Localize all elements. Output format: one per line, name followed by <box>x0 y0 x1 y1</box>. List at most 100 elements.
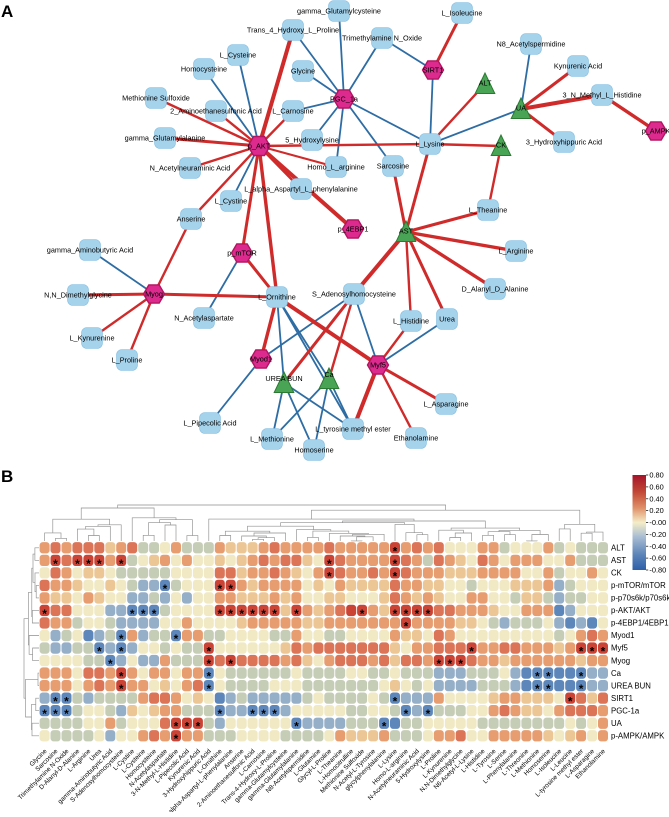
svg-text:*: * <box>579 645 584 659</box>
svg-text:A: A <box>1 2 13 21</box>
svg-text:*: * <box>152 607 157 621</box>
svg-text:L_Cystine: L_Cystine <box>215 197 247 206</box>
svg-text:*: * <box>206 657 211 671</box>
svg-text:*: * <box>53 695 58 709</box>
svg-text:L_Cysteine: L_Cysteine <box>220 51 257 60</box>
svg-text:N8_Acetylspermidine: N8_Acetylspermidine <box>497 40 566 49</box>
svg-text:*: * <box>535 682 540 696</box>
svg-text:p-mTOR/mTOR: p-mTOR/mTOR <box>611 581 666 590</box>
svg-text:*: * <box>261 607 266 621</box>
svg-text:-0.00: -0.00 <box>649 518 666 527</box>
svg-text:*: * <box>393 695 398 709</box>
svg-text:*: * <box>119 645 124 659</box>
svg-text:*: * <box>228 657 233 671</box>
svg-text:*: * <box>579 682 584 696</box>
svg-text:L_Theanine: L_Theanine <box>469 206 508 215</box>
svg-text:*: * <box>206 670 211 684</box>
svg-text:Glycine: Glycine <box>291 67 315 76</box>
svg-text:SIRT1: SIRT1 <box>423 66 444 75</box>
svg-text:ALT: ALT <box>611 544 625 553</box>
svg-text:CK: CK <box>496 141 506 150</box>
svg-text:gamma_Glutamylcysteine: gamma_Glutamylcysteine <box>297 7 381 16</box>
svg-text:UREA BUN: UREA BUN <box>265 374 302 383</box>
svg-text:*: * <box>601 645 606 659</box>
svg-text:L_Proline: L_Proline <box>112 356 143 365</box>
svg-text:Methionine Sulfoxide: Methionine Sulfoxide <box>122 94 190 103</box>
svg-text:L_tyrosine methyl ester: L_tyrosine methyl ester <box>315 425 391 434</box>
svg-text:*: * <box>217 607 222 621</box>
svg-text:*: * <box>196 720 201 734</box>
svg-text:*: * <box>393 607 398 621</box>
svg-text:*: * <box>535 670 540 684</box>
svg-text:*: * <box>86 557 91 571</box>
svg-text:gamma_Glutamylalanine: gamma_Glutamylalanine <box>125 134 206 143</box>
svg-text:*: * <box>119 632 124 646</box>
svg-text:Trans_4_Hydroxy_L_Proline: Trans_4_Hydroxy_L_Proline <box>247 26 339 35</box>
svg-text:3_N_Methyl_L_Histidine: 3_N_Methyl_L_Histidine <box>562 91 641 100</box>
svg-text:*: * <box>590 645 595 659</box>
svg-text:PGC_1a: PGC_1a <box>330 95 359 104</box>
svg-text:*: * <box>174 732 179 746</box>
svg-text:0.60: 0.60 <box>649 483 663 492</box>
svg-text:D_Alanyl_D_Alanine: D_Alanyl_D_Alanine <box>462 285 529 294</box>
svg-text:*: * <box>64 707 69 721</box>
svg-text:*: * <box>426 607 431 621</box>
svg-text:*: * <box>415 607 420 621</box>
svg-text:Anserine: Anserine <box>177 215 206 224</box>
svg-text:*: * <box>382 720 387 734</box>
svg-text:*: * <box>393 557 398 571</box>
svg-text:L_alpha_Aspartyl_L_phenylalani: L_alpha_Aspartyl_L_phenylalanine <box>244 185 358 194</box>
svg-text:N_Acetylneuraminic Acid: N_Acetylneuraminic Acid <box>150 164 231 173</box>
svg-text:-0.80: -0.80 <box>649 566 666 575</box>
svg-text:*: * <box>239 607 244 621</box>
svg-text:*: * <box>393 569 398 583</box>
svg-text:*: * <box>53 557 58 571</box>
svg-text:*: * <box>579 670 584 684</box>
svg-text:*: * <box>108 657 113 671</box>
svg-text:PGC-1a: PGC-1a <box>611 706 640 715</box>
svg-text:N,N_Dimethylglycine: N,N_Dimethylglycine <box>44 291 112 300</box>
svg-text:*: * <box>217 582 222 596</box>
svg-text:Trimethylamine N_Oxide: Trimethylamine N_Oxide <box>342 34 422 43</box>
svg-text:*: * <box>447 657 452 671</box>
svg-text:*: * <box>206 682 211 696</box>
svg-text:*: * <box>458 657 463 671</box>
svg-text:*: * <box>97 645 102 659</box>
svg-text:*: * <box>546 670 551 684</box>
svg-text:Ca: Ca <box>324 370 334 379</box>
svg-text:*: * <box>217 707 222 721</box>
svg-text:*: * <box>75 557 80 571</box>
svg-text:*: * <box>393 544 398 558</box>
svg-text:*: * <box>250 607 255 621</box>
svg-text:*: * <box>360 607 365 621</box>
svg-text:Myog: Myog <box>145 290 163 299</box>
svg-text:0.40: 0.40 <box>649 494 663 503</box>
svg-text:*: * <box>261 707 266 721</box>
svg-text:N_Acetylaspartate: N_Acetylaspartate <box>174 314 234 323</box>
svg-text:*: * <box>130 607 135 621</box>
svg-text:2_Aminoethanesulfonic Acid: 2_Aminoethanesulfonic Acid <box>170 107 262 116</box>
svg-text:*: * <box>469 645 474 659</box>
svg-text:UA: UA <box>611 719 623 728</box>
svg-text:*: * <box>42 607 47 621</box>
svg-text:0.20: 0.20 <box>649 506 663 515</box>
svg-text:L_Lysine: L_Lysine <box>416 140 445 149</box>
svg-text:-0.20: -0.20 <box>649 530 666 539</box>
svg-text:Kynurenic Acid: Kynurenic Acid <box>554 62 602 71</box>
svg-text:-0.60: -0.60 <box>649 554 666 563</box>
svg-text:*: * <box>174 632 179 646</box>
svg-text:p-AMPK/AMPK: p-AMPK/AMPK <box>611 732 665 741</box>
svg-text:p-p70s6k/p70s6k: p-p70s6k/p70s6k <box>611 594 669 603</box>
svg-text:Myog: Myog <box>611 656 630 665</box>
svg-text:*: * <box>327 557 332 571</box>
svg-text:*: * <box>185 720 190 734</box>
svg-text:p-4EBP1/4EBP1: p-4EBP1/4EBP1 <box>611 619 669 628</box>
svg-text:*: * <box>163 582 168 596</box>
svg-text:*: * <box>404 607 409 621</box>
svg-text:*: * <box>568 695 573 709</box>
svg-text:*: * <box>141 607 146 621</box>
svg-text:*: * <box>272 707 277 721</box>
svg-text:*: * <box>97 557 102 571</box>
svg-text:CK: CK <box>611 569 623 578</box>
svg-text:*: * <box>327 569 332 583</box>
